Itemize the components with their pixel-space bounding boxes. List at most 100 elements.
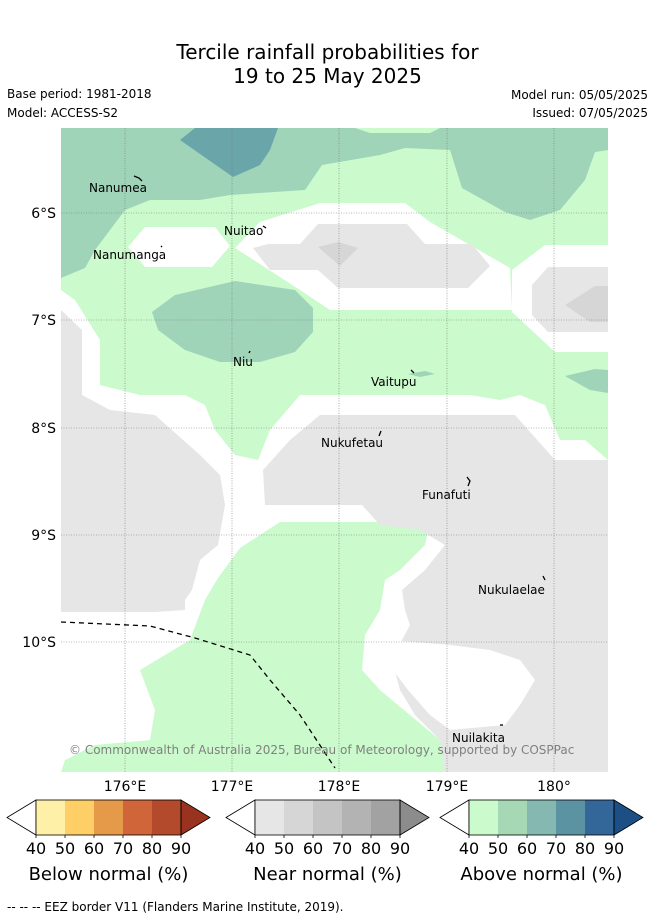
legend-tick-label: 60	[517, 839, 537, 858]
place-nukulaelae: Nukulaelae	[478, 583, 545, 597]
island-markers	[133, 175, 546, 726]
map-area: Nanumea Nuitao Nanumanga Niu Vaitupu Nuk…	[61, 128, 608, 772]
legend-under-triangle	[439, 799, 470, 836]
legend-tick-label: 40	[459, 839, 479, 858]
near-50-patch-north	[318, 242, 358, 266]
legend-swatch	[36, 800, 65, 835]
legend-swatch	[313, 800, 342, 835]
above-50-region-niu	[152, 281, 313, 362]
above-50-patch-vaitupu	[408, 371, 435, 377]
legend-swatch	[94, 800, 123, 835]
legend-over-triangle	[180, 799, 211, 836]
copyright-notice: © Commonwealth of Australia 2025, Bureau…	[69, 743, 574, 757]
legend-swatch	[585, 800, 614, 835]
legend-tick-label: 40	[26, 839, 46, 858]
legend-title: Below normal (%)	[29, 864, 189, 885]
legend-swatch	[498, 800, 527, 835]
legend-under-triangle	[6, 799, 37, 836]
legend-tick-label: 60	[84, 839, 104, 858]
legend-tick-label: 90	[390, 839, 410, 858]
near-40-region-west	[61, 310, 225, 612]
legend-swatch	[527, 800, 556, 835]
lat-tick-6s: 6°S	[31, 206, 56, 222]
lat-tick-8s: 8°S	[31, 421, 56, 437]
eez-border	[61, 621, 336, 769]
title-line-2: 19 to 25 May 2025	[233, 64, 422, 88]
legend-bar-outline	[468, 799, 615, 836]
legend-near-normal: 40 50 60 70 80 90 Near normal (%)	[225, 799, 430, 885]
legend-below-normal: 40 50 60 70 80 90 Below normal (%)	[6, 799, 211, 885]
legend-under-triangle	[225, 799, 256, 836]
chart-title: Tercile rainfall probabilities for 19 to…	[0, 40, 655, 88]
white-gap-central	[390, 640, 535, 730]
legend-title: Near normal (%)	[253, 864, 402, 885]
title-line-1: Tercile rainfall probabilities for	[176, 40, 479, 64]
legend-tick-label: 40	[245, 839, 265, 858]
white-gap-nanumanga	[128, 227, 230, 267]
lat-tick-7s: 7°S	[31, 313, 56, 329]
lon-tick-180: 180°	[537, 779, 571, 795]
island-nanumea	[133, 175, 143, 182]
legend-over-triangle	[613, 799, 644, 836]
near-40-region-north	[253, 224, 490, 288]
longitude-labels: 176°E 177°E 178°E 179°E 180°	[104, 779, 571, 795]
legend-swatch	[556, 800, 585, 835]
island-nukufetau	[378, 430, 382, 437]
place-funafuti: Funafuti	[422, 488, 471, 502]
place-vaitupu: Vaitupu	[371, 375, 417, 389]
legend-tick-label: 50	[274, 839, 294, 858]
latitude-labels: 6°S 7°S 8°S 9°S 10°S	[22, 206, 56, 651]
legend-swatch	[255, 800, 284, 835]
legend-tick-label: 90	[604, 839, 624, 858]
island-nuitao	[262, 225, 267, 229]
legend-swatch	[284, 800, 313, 835]
lon-tick-176e: 176°E	[104, 779, 147, 795]
lon-tick-179e: 179°E	[426, 779, 469, 795]
legend-swatch	[371, 800, 400, 835]
legend-tick-label: 80	[575, 839, 595, 858]
model-run-date: Model run: 05/05/2025	[510, 88, 648, 102]
place-nukufetau: Nukufetau	[321, 436, 383, 450]
place-nanumanga: Nanumanga	[93, 248, 166, 262]
island-funafuti	[466, 476, 471, 487]
legend-tick-label: 70	[546, 839, 566, 858]
near-50-patch-east	[565, 286, 608, 322]
place-nuilakita: Nuilakita	[452, 731, 505, 745]
legend-title: Above normal (%)	[460, 864, 622, 885]
model-name: Model: ACCESS-S2	[7, 106, 119, 120]
eez-border-note: -- -- -- EEZ border V11 (Flanders Marine…	[7, 900, 344, 914]
legend-bar-outline	[35, 799, 182, 836]
legend-tick-label: 80	[361, 839, 381, 858]
island-niu	[248, 350, 251, 354]
lon-tick-178e: 178°E	[318, 779, 361, 795]
island-nanumanga	[160, 245, 163, 248]
above-50-patch-east	[565, 369, 608, 393]
issued-date: Issued: 07/05/2025	[532, 106, 648, 120]
legend-swatch	[342, 800, 371, 835]
place-nuitao: Nuitao	[224, 224, 263, 238]
legend-bar-outline	[254, 799, 401, 836]
base-period: Base period: 1981-2018	[7, 87, 152, 101]
island-vaitupu	[410, 369, 415, 374]
legend-over-triangle	[399, 799, 430, 836]
place-niu: Niu	[233, 355, 253, 369]
legend-tick-label: 70	[113, 839, 133, 858]
legend-swatch	[152, 800, 181, 835]
legend-tick-label: 50	[55, 839, 75, 858]
legend-above-normal: 40 50 60 70 80 90 Above normal (%)	[439, 799, 644, 885]
island-nukulaelae	[542, 575, 546, 581]
legend-tick-label: 70	[332, 839, 352, 858]
above-40-strip-top	[355, 128, 440, 133]
lon-tick-177e: 177°E	[211, 779, 254, 795]
grid-lines	[61, 128, 608, 772]
place-nanumea: Nanumea	[89, 181, 147, 195]
legend-swatch	[65, 800, 94, 835]
legend-swatch	[469, 800, 498, 835]
above-60-region	[180, 128, 278, 177]
lat-tick-10s: 10°S	[22, 635, 56, 651]
above-40-region-south	[61, 522, 445, 772]
legend-swatch	[123, 800, 152, 835]
above-50-region-north	[61, 128, 608, 278]
legend-tick-label: 90	[171, 839, 191, 858]
